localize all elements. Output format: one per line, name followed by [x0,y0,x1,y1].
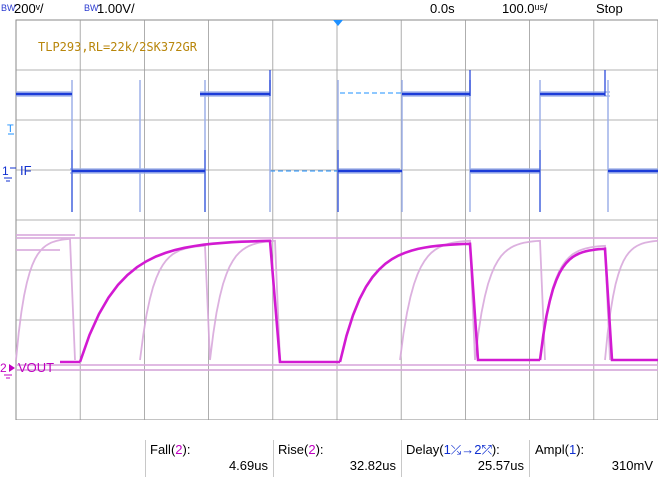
title-annotation: TLP293,RL=22k/2SK372GR [38,40,197,54]
ch1-bandwidth-limit-indicator: BW [1,3,16,13]
trigger-level-marker[interactable]: T [7,123,14,135]
ch2-persistence-trace [15,234,658,371]
ch1-scale[interactable]: 200ᵛ/ [14,1,44,16]
ch1-label: IF [20,163,32,178]
ch1-marker-label: 1 [2,164,9,178]
ch2-trace [60,239,658,364]
amplitude-measurement-label[interactable]: Ampl(1): [535,442,585,457]
divider [401,440,402,477]
time-offset[interactable]: 0.0s [430,1,455,16]
delay-measurement-label[interactable]: Delay(1⤰→2⤱): [406,442,500,457]
ch2-ground-marker[interactable]: 2 [0,361,15,379]
ch1-ground-marker[interactable]: 1 [2,164,16,182]
amplitude-measurement-value: 310mV [611,458,653,473]
measurement-panel: Fall(2): 4.69us Rise(2): 32.82us Delay(1… [0,420,658,477]
divider [273,440,274,477]
fall-measurement-value: 4.69us [228,458,268,473]
ch1-persistence-trace [16,80,658,212]
trigger-position-marker[interactable] [333,20,343,26]
traces [15,70,658,371]
graticule-grid [16,20,658,420]
delay-measurement-value: 25.57us [477,458,524,473]
top-status-bar: BW 200ᵛ/ BW 1.00V/ 0.0s 100.0ᵘˢ/ Stop [0,0,658,19]
ch1-trace [16,92,658,173]
ch2-bandwidth-limit-indicator: BW [84,3,99,13]
time-scale[interactable]: 100.0ᵘˢ/ [502,1,548,16]
ch2-scale[interactable]: 1.00V/ [97,1,135,16]
ch2-marker-label: 2 [0,361,7,375]
rise-measurement-label[interactable]: Rise(2): [278,442,324,457]
ch2-label: VOUT [18,360,55,375]
run-state[interactable]: Stop [596,1,623,16]
fall-measurement-label[interactable]: Fall(2): [150,442,191,457]
divider [529,440,530,477]
rise-measurement-value: 32.82us [349,458,396,473]
divider [145,440,146,477]
